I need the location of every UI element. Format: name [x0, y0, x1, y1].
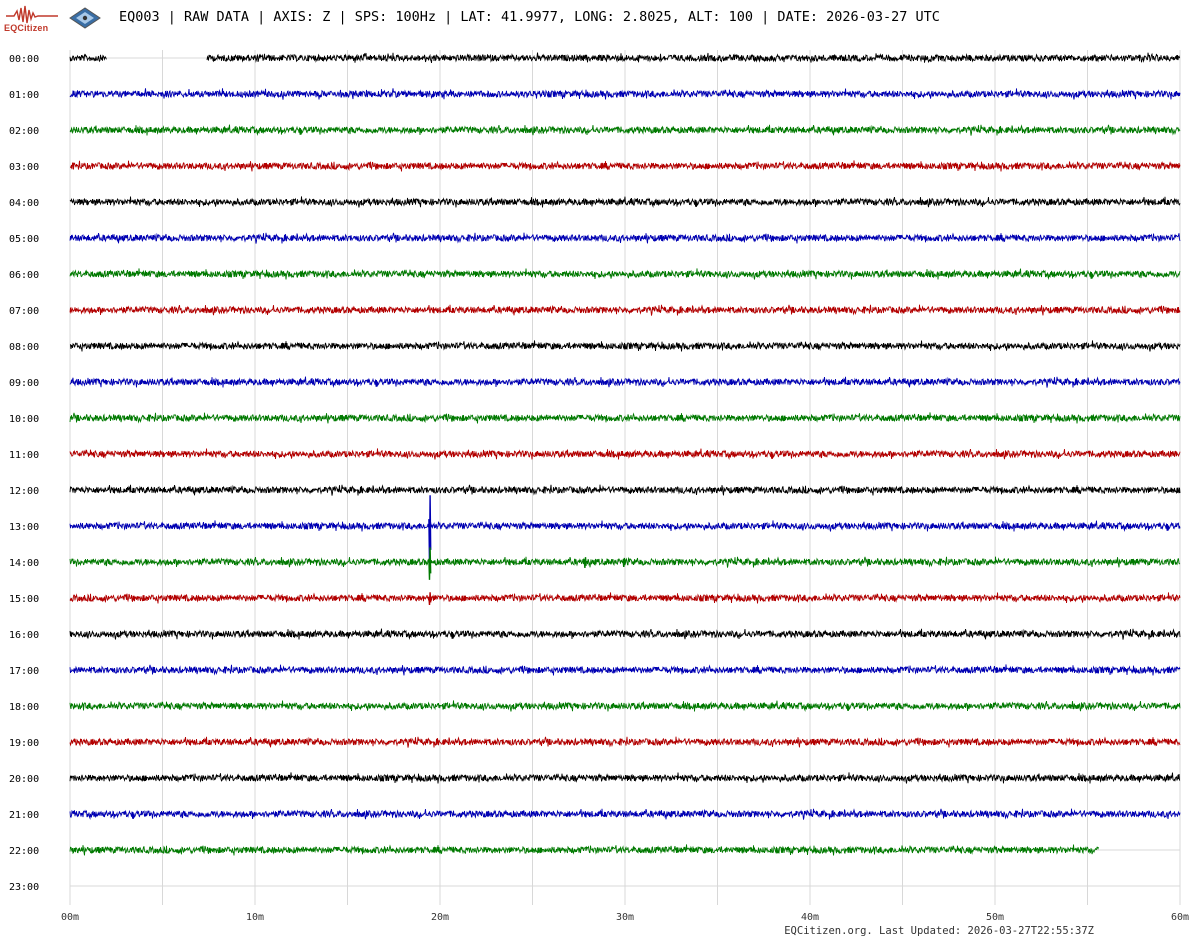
- hour-label: 01:00: [9, 90, 39, 101]
- trace-0300: [70, 160, 1181, 172]
- hour-label: 12:00: [9, 486, 39, 497]
- hour-label: 05:00: [9, 234, 39, 245]
- hour-label: 00:00: [9, 54, 39, 65]
- trace-1500: [69, 592, 1181, 604]
- trace-0900: [69, 376, 1181, 388]
- hour-label: 16:00: [9, 630, 39, 641]
- hour-label: 06:00: [9, 270, 39, 281]
- hour-label: 10:00: [9, 414, 39, 425]
- hour-label: 18:00: [9, 702, 39, 713]
- page-title: EQ003 | RAW DATA | AXIS: Z | SPS: 100Hz …: [119, 9, 940, 25]
- hour-label: 02:00: [9, 126, 39, 137]
- trace-2000: [69, 772, 1181, 784]
- hour-label: 08:00: [9, 342, 39, 353]
- minute-tick-label: 40m: [801, 912, 819, 923]
- trace-2200: [69, 844, 1099, 856]
- trace-1700: [69, 664, 1181, 676]
- hour-label: 03:00: [9, 162, 39, 173]
- trace-0000: [69, 52, 1181, 64]
- hour-label: 17:00: [9, 666, 39, 677]
- trace-1800: [69, 700, 1181, 712]
- hour-label: 14:00: [9, 558, 39, 569]
- event-spike: [428, 495, 432, 564]
- event-spike: [583, 557, 587, 568]
- hour-label: 23:00: [9, 882, 39, 893]
- last-updated-footer: EQCitizen.org. Last Updated: 2026-03-27T…: [784, 925, 1094, 937]
- trace-1600: [69, 628, 1181, 640]
- hour-label: 21:00: [9, 810, 39, 821]
- minute-tick-label: 00m: [61, 912, 79, 923]
- trace-1200: [69, 484, 1181, 496]
- trace-0400: [69, 196, 1181, 208]
- event-spike: [622, 557, 626, 568]
- trace-1100: [69, 448, 1181, 460]
- logo-text: EQCitizen: [4, 23, 49, 33]
- minute-tick-label: 30m: [616, 912, 634, 923]
- trace-0200: [69, 124, 1181, 136]
- minute-axis: 00m 10m 20m 30m 40m 50m 60m: [61, 912, 1189, 923]
- trace-1000: [69, 412, 1181, 424]
- hour-label: 09:00: [9, 378, 39, 389]
- hour-label: 15:00: [9, 594, 39, 605]
- event-spike: [428, 547, 432, 580]
- event-spike: [428, 592, 432, 605]
- sensor-device-icon: [69, 7, 101, 29]
- hour-label: 19:00: [9, 738, 39, 749]
- hour-label: 04:00: [9, 198, 39, 209]
- hour-label: 13:00: [9, 522, 39, 533]
- eqcitizen-logo: [6, 5, 58, 24]
- minute-tick-label: 10m: [246, 912, 264, 923]
- hour-label: 11:00: [9, 450, 39, 461]
- trace-0500: [69, 232, 1181, 244]
- hour-label: 20:00: [9, 774, 39, 785]
- trace-1300: [69, 520, 1181, 532]
- trace-0800: [69, 340, 1181, 352]
- hour-label: 07:00: [9, 306, 39, 317]
- minute-tick-label: 50m: [986, 912, 1004, 923]
- minute-tick-label: 60m: [1171, 912, 1189, 923]
- trace-0100: [69, 88, 1181, 100]
- minute-tick-label: 20m: [431, 912, 449, 923]
- trace-0600: [69, 268, 1181, 280]
- hour-label: 22:00: [9, 846, 39, 857]
- trace-2100: [69, 808, 1181, 820]
- hour-labels: 00:00 01:00 02:00 03:00 04:00 05:00 06:00 07:00…: [9, 54, 39, 893]
- trace-0700: [69, 304, 1181, 316]
- traces: [69, 52, 1181, 856]
- trace-1900: [69, 736, 1181, 748]
